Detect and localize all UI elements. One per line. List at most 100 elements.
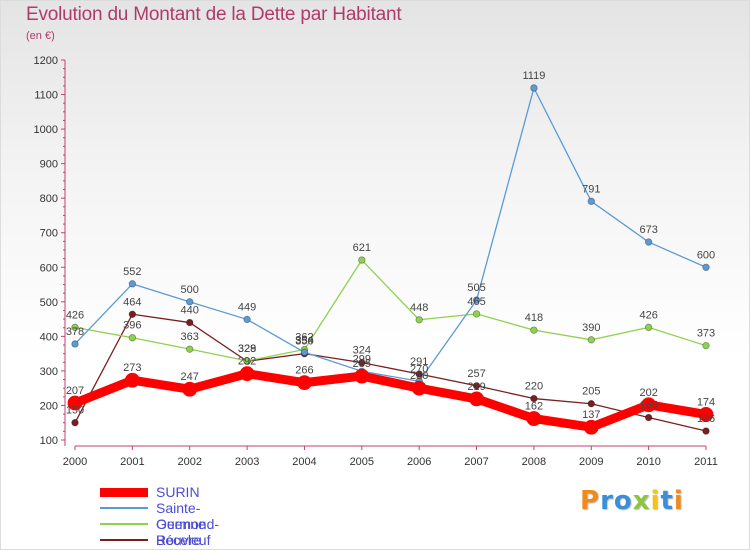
data-label-beceleuf: 440: [181, 305, 199, 317]
data-label-surin: 250: [410, 370, 428, 382]
data-point-germond-rouvre: [530, 326, 538, 334]
data-point-surin: [354, 368, 370, 384]
data-point-germond-rouvre: [644, 323, 653, 332]
data-point-germond-rouvre: [186, 345, 194, 353]
y-tick-label: 700: [40, 228, 58, 240]
data-label-germond-rouvre: 363: [181, 331, 199, 343]
y-tick-label: 900: [40, 159, 58, 171]
data-label-sainte-ouenne: 600: [697, 249, 715, 261]
legend-swatch: [100, 507, 148, 509]
data-point-sainte-ouenne: [702, 263, 710, 271]
data-point-germond-rouvre: [587, 336, 595, 344]
data-label-surin: 285: [353, 358, 371, 370]
series-group: [67, 84, 714, 435]
data-point-germond-rouvre: [358, 256, 366, 264]
data-label-surin: 207: [66, 385, 84, 397]
data-point-sainte-ouenne: [530, 84, 538, 92]
data-point-surin: [124, 372, 140, 388]
data-label-beceleuf: 291: [410, 356, 428, 368]
data-label-beceleuf: 150: [66, 405, 84, 417]
data-label-germond-rouvre: 396: [123, 320, 141, 332]
proxiti-logo: Proxiti: [580, 486, 684, 516]
data-point-surin: [297, 375, 312, 391]
y-tick-label: 100: [40, 435, 58, 447]
legend-label: Béceleuf: [156, 532, 211, 548]
x-tick-label: 2011: [694, 456, 718, 468]
logo-letter: r: [600, 486, 614, 516]
data-point-germond-rouvre: [128, 334, 137, 342]
data-label-beceleuf: 165: [639, 400, 657, 412]
data-label-surin: 174: [697, 396, 715, 408]
data-point-germond-rouvre: [415, 316, 423, 324]
data-label-germond-rouvre: 329: [238, 343, 256, 355]
data-point-surin: [641, 397, 657, 413]
axes: 100 200 300 400 500 600 700 800 900 1000 1100 1200 2…: [34, 55, 718, 468]
data-label-sainte-ouenne: 791: [582, 183, 600, 195]
data-label-germond-rouvre: 621: [353, 242, 371, 254]
data-point-beceleuf: [71, 419, 79, 427]
data-point-sainte-ouenne: [128, 280, 137, 288]
x-tick-label: 2005: [350, 456, 374, 468]
legend-label: Germond-Rouvre: [156, 516, 220, 548]
legend-label: SURIN: [156, 484, 200, 500]
data-point-surin: [698, 407, 714, 422]
logo-letter: x: [632, 486, 651, 516]
data-label-surin: 247: [181, 371, 199, 383]
data-point-sainte-ouenne: [472, 296, 481, 304]
y-tick-label: 1100: [34, 90, 58, 102]
data-point-germond-rouvre: [243, 357, 251, 365]
data-point-beceleuf: [702, 427, 710, 435]
data-point-beceleuf: [587, 400, 595, 408]
x-tick-label: 2007: [464, 456, 488, 468]
y-tick-label: 500: [40, 297, 58, 309]
data-point-surin: [583, 419, 599, 435]
series-line-germond-rouvre: [74, 259, 707, 362]
x-tick-label: 2008: [522, 456, 546, 468]
data-label-beceleuf: 350: [295, 336, 313, 348]
y-tick-label: 1200: [34, 55, 58, 67]
data-point-germond-rouvre: [71, 323, 79, 332]
data-label-germond-rouvre: 373: [697, 328, 715, 340]
data-labels: 150 464 440 328 350 324 291 257 220 205 165 126 426 3…: [66, 70, 715, 425]
data-point-sainte-ouenne: [71, 340, 79, 348]
data-label-beceleuf: 257: [467, 368, 485, 380]
series-line-beceleuf: [74, 313, 707, 432]
legend-swatch: [100, 487, 148, 497]
x-tick-label: 2004: [292, 456, 316, 468]
logo-letter: t: [660, 486, 674, 516]
data-label-sainte-ouenne: 449: [238, 301, 256, 313]
logo-letter: o: [613, 486, 633, 516]
data-point-sainte-ouenne: [243, 315, 251, 324]
x-tick-label: 2001: [120, 456, 144, 468]
data-label-germond-rouvre: 362: [295, 331, 313, 343]
data-label-surin: 162: [525, 401, 543, 413]
data-label-sainte-ouenne: 673: [639, 224, 657, 236]
data-label-sainte-ouenne: 270: [410, 363, 428, 375]
data-point-surin: [67, 395, 83, 411]
data-label-surin: 202: [639, 387, 657, 399]
data-point-beceleuf: [128, 310, 137, 318]
data-label-beceleuf: 464: [123, 296, 141, 308]
data-point-beceleuf: [644, 413, 653, 422]
x-tick-label: 2002: [177, 456, 201, 468]
y-tick-label: 800: [40, 193, 58, 205]
data-point-beceleuf: [415, 370, 423, 378]
data-label-sainte-ouenne: 378: [66, 326, 84, 338]
legend-label: Sainte-Ouenne: [156, 500, 206, 532]
data-label-sainte-ouenne: 1119: [522, 70, 545, 82]
data-point-germond-rouvre: [472, 310, 481, 318]
data-label-sainte-ouenne: 505: [467, 282, 485, 294]
data-point-beceleuf: [530, 394, 538, 403]
data-label-surin: 219: [467, 381, 485, 393]
series-line-sainte-ouenne: [74, 87, 707, 382]
data-label-sainte-ouenne: 299: [353, 353, 371, 365]
chart-unit: (en €): [26, 30, 55, 42]
data-point-beceleuf: [472, 382, 481, 390]
data-point-surin: [411, 380, 427, 396]
data-label-germond-rouvre: 448: [410, 302, 428, 314]
data-label-sainte-ouenne: 552: [123, 266, 141, 278]
data-label-surin: 266: [295, 365, 313, 377]
data-label-surin: 292: [238, 356, 256, 368]
